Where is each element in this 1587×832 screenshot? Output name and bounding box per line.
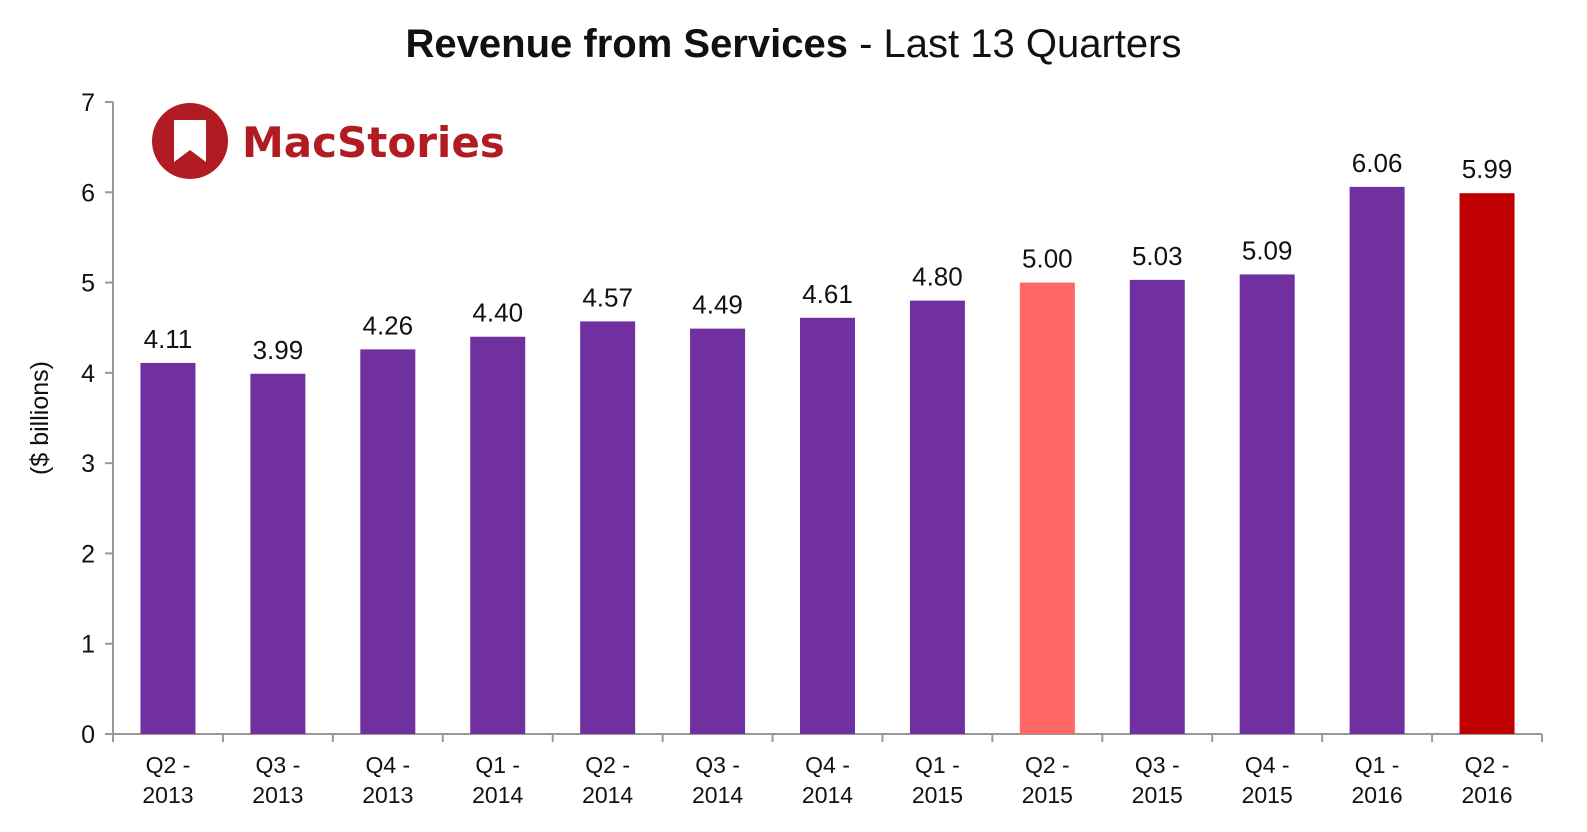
x-tick-label-quarter: Q4 - [365, 752, 410, 778]
x-tick-label-quarter: Q3 - [1135, 752, 1180, 778]
value-labels: 4.11 3.99 4.26 4.40 4.57 4.49 4.61 4.80 5.00 5.03… [144, 148, 1513, 365]
y-tick-label: 4 [81, 360, 95, 388]
bar [470, 336, 526, 734]
x-tick-label-quarter: Q3 - [256, 752, 301, 778]
x-tick-label-quarter: Q4 - [805, 752, 850, 778]
x-tick-label-year: 2013 [252, 782, 303, 808]
chart-title-rest: - Last 13 Quarters [847, 22, 1182, 66]
bar [1459, 193, 1515, 734]
data-label: 5.00 [1022, 244, 1073, 274]
x-tick-label-year: 2016 [1461, 782, 1512, 808]
bar [1019, 282, 1075, 734]
bars [140, 186, 1515, 734]
x-tick-label-year: 2014 [582, 782, 633, 808]
data-label: 4.26 [363, 310, 414, 340]
data-label: 5.09 [1242, 235, 1293, 265]
x-tick-label-quarter: Q2 - [585, 752, 630, 778]
x-tick-label-year: 2016 [1352, 782, 1403, 808]
bar [1129, 279, 1185, 734]
bar [250, 373, 306, 734]
x-tick-label-year: 2015 [912, 782, 963, 808]
x-tick-label-quarter: Q3 - [695, 752, 740, 778]
bar [140, 362, 196, 734]
x-tick-label-year: 2015 [1242, 782, 1293, 808]
x-tick-label-quarter: Q1 - [475, 752, 520, 778]
y-tick-label: 7 [81, 89, 95, 117]
x-tick-label-quarter: Q2 - [1025, 752, 1070, 778]
data-label: 4.49 [692, 290, 743, 320]
x-tick-label-quarter: Q1 - [1355, 752, 1400, 778]
data-label: 5.99 [1462, 154, 1513, 184]
data-label: 4.40 [472, 298, 523, 328]
x-tick-label-year: 2015 [1022, 782, 1073, 808]
y-tick-label: 3 [81, 450, 95, 478]
data-label: 4.57 [582, 282, 633, 312]
bar [690, 328, 746, 734]
bar [1239, 274, 1295, 734]
data-label: 3.99 [253, 335, 304, 365]
y-tick-label: 5 [81, 270, 95, 298]
category-labels: Q2 - 2013 Q3 - 2013 Q4 - 2013 Q1 - 2014 Q2 - 2014… [142, 752, 1512, 808]
data-label: 5.03 [1132, 241, 1183, 271]
logo-text: MacStories [242, 118, 505, 167]
x-tick-label-year: 2015 [1132, 782, 1183, 808]
x-tick-label-quarter: Q4 - [1245, 752, 1290, 778]
x-tick-label-year: 2014 [802, 782, 853, 808]
y-axis-label: ($ billions) [26, 361, 54, 475]
data-label: 4.80 [912, 262, 963, 292]
data-label: 4.11 [144, 324, 193, 354]
x-tick-label-quarter: Q2 - [146, 752, 191, 778]
x-tick-label-year: 2013 [142, 782, 193, 808]
x-tick-label-year: 2014 [472, 782, 523, 808]
y-tick-label: 1 [81, 631, 95, 659]
bar [580, 321, 636, 734]
chart-title: Revenue from Services - Last 13 Quarters [0, 22, 1587, 67]
bar [1349, 186, 1405, 734]
bar [360, 349, 416, 734]
x-tick-label-year: 2013 [362, 782, 413, 808]
y-tick-label: 2 [81, 540, 95, 568]
data-label: 4.61 [802, 279, 853, 309]
macstories-logo: MacStories [152, 103, 505, 179]
x-tick-label-quarter: Q2 - [1465, 752, 1510, 778]
y-tick-label: 6 [81, 179, 95, 207]
data-label: 6.06 [1352, 148, 1403, 178]
x-tick-label-quarter: Q1 - [915, 752, 960, 778]
y-tick-label: 0 [81, 721, 95, 749]
chart-title-bold: Revenue from Services [405, 22, 848, 66]
x-tick-label-year: 2014 [692, 782, 743, 808]
bar [800, 317, 855, 734]
bookmark-icon [174, 120, 206, 162]
axes: 0 1 2 3 4 5 6 7 ($ billions) [26, 89, 1543, 749]
bar [909, 300, 965, 734]
